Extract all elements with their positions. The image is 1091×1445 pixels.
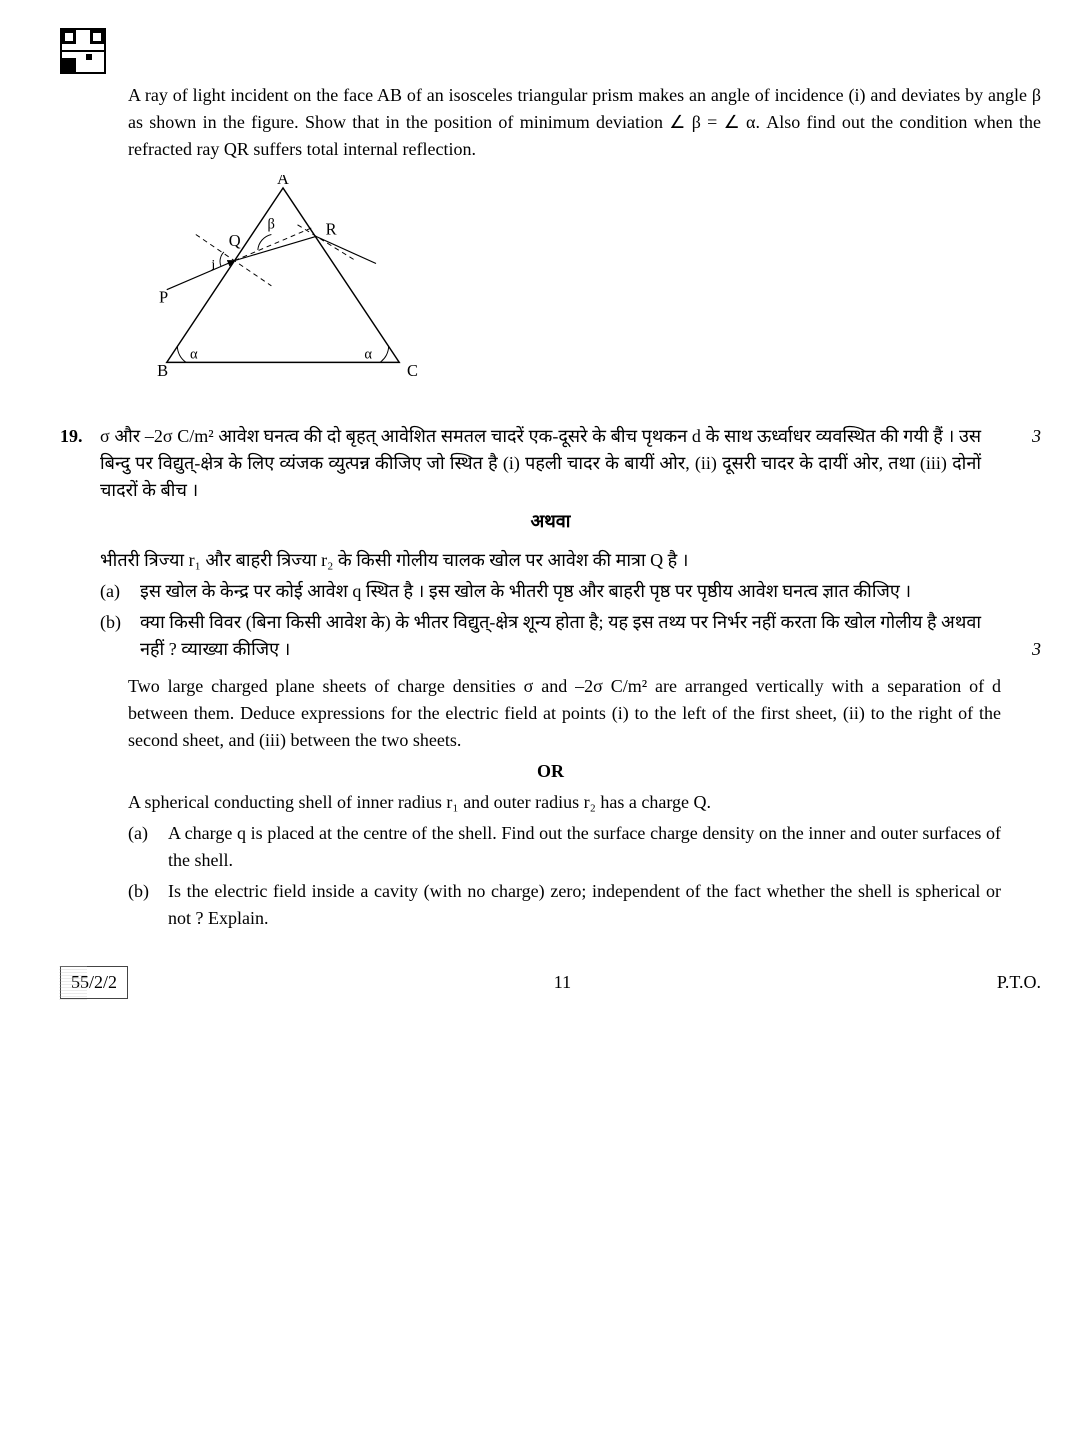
q19-english-alt-intro: A spherical conducting shell of inner ra…	[128, 789, 1001, 816]
q19-hindi-alt-b: क्या किसी विवर (बिना किसी आवेश के) के भी…	[140, 609, 981, 663]
q19-hindi-alt-intro: भीतरी त्रिज्या r₁ और बाहरी त्रिज्या r₂ क…	[100, 547, 981, 574]
question-18-english-text: A ray of light incident on the face AB o…	[128, 82, 1041, 163]
label-alpha-left: α	[190, 346, 198, 362]
q19-hindi-main: σ और –2σ C/m² आवेश घनत्व की दो बृहत् आवे…	[100, 423, 981, 504]
label-i: i	[211, 257, 215, 273]
or-heading-english: OR	[60, 758, 1041, 785]
paper-code: 55/2/2	[60, 966, 128, 999]
or-heading-hindi: अथवा	[60, 508, 1041, 535]
q19-hindi-alt-a: इस खोल के केन्द्र पर कोई आवेश q स्थित है…	[140, 578, 981, 605]
page-number: 11	[128, 969, 997, 996]
label-a-english: (a)	[128, 820, 168, 874]
label-B: B	[157, 361, 168, 380]
label-b-hindi: (b)	[100, 609, 140, 663]
page-footer: 55/2/2 11 P.T.O.	[60, 966, 1041, 999]
question-number-19: 19.	[60, 423, 100, 450]
label-A: A	[277, 175, 289, 188]
label-alpha-right: α	[364, 346, 372, 362]
q19-english-alt-a: A charge q is placed at the centre of th…	[168, 820, 1001, 874]
label-b-english: (b)	[128, 878, 168, 932]
q19-english-main: Two large charged plane sheets of charge…	[128, 673, 1001, 754]
prism-figure: A B C P Q R i β α α	[128, 175, 1041, 393]
q19-english-alt-b: Is the electric field inside a cavity (w…	[168, 878, 1001, 932]
label-R: R	[326, 219, 337, 238]
pto-label: P.T.O.	[997, 969, 1041, 996]
q19-marks-main: 3	[1021, 423, 1041, 450]
q19-marks-alt: 3	[1021, 636, 1041, 663]
label-P: P	[159, 287, 168, 306]
label-beta: β	[268, 217, 275, 233]
qr-code-icon	[60, 28, 106, 74]
label-C: C	[407, 361, 418, 380]
label-Q: Q	[229, 231, 241, 250]
label-a-hindi: (a)	[100, 578, 140, 605]
